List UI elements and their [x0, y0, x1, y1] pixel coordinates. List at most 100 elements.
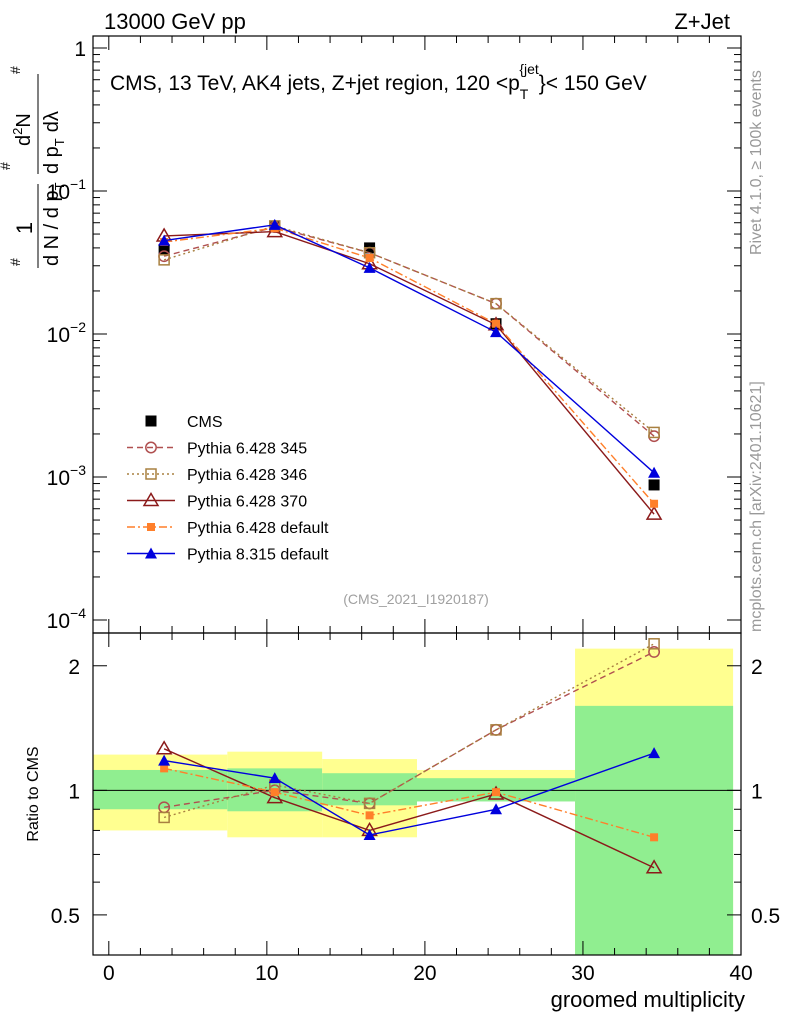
- ratio-x-tick-label: 20: [413, 962, 436, 985]
- ratio-line: [163, 643, 655, 819]
- header-left: 13000 GeV pp: [104, 9, 246, 34]
- legend-label: Pythia 6.428 345: [187, 441, 307, 458]
- ratio-point: [648, 747, 661, 759]
- svg-text:#: #: [7, 66, 23, 74]
- legend-marker: [145, 468, 157, 480]
- band-inner: [93, 769, 228, 810]
- ratio-point: [490, 803, 503, 815]
- ratio-tick-labels: 0.5 0.51 12 20 10 20 30 40: [51, 656, 780, 985]
- legend-marker: [145, 441, 157, 454]
- legend-label: Pythia 6.428 default: [187, 520, 329, 537]
- ratio-series: [155, 638, 663, 874]
- y-axis-label: # 1 d N / d pT # # d2N d pTdλ: [0, 66, 67, 268]
- ratio-point: [160, 764, 169, 773]
- legend-marker: [145, 547, 157, 559]
- data-point: [158, 254, 170, 266]
- data-point: [648, 479, 660, 491]
- ratio-x-tick-label: 30: [571, 962, 594, 985]
- header-right: Z+Jet: [674, 9, 730, 34]
- ratio-y-tick-label-right: 2: [751, 656, 763, 679]
- mcplots-label: mcplots.cern.ch [arXiv:2401.10621]: [748, 381, 765, 632]
- ratio-y-tick-label-right: 0.5: [751, 905, 780, 928]
- data-point: [645, 505, 663, 520]
- legend-marker: [147, 523, 155, 531]
- ratio-y-label: Ratio to CMS: [25, 746, 42, 841]
- ratio-point: [158, 754, 171, 766]
- ratio-point: [155, 740, 173, 755]
- main-plot: 1 10−1 10−2 10−3 10−4 CMS, 13 TeV, AK4 jets,…: [0, 35, 742, 634]
- data-point: [268, 218, 281, 230]
- ratio-x-tick-label: 0: [103, 962, 115, 985]
- data-point: [158, 234, 171, 246]
- svg-text:d pTdλ: d pTdλ: [41, 111, 67, 174]
- ratio-point: [645, 859, 663, 874]
- main-y-tick-label: 10−4: [47, 605, 87, 633]
- legend-entry: Pythia 6.428 370: [127, 492, 307, 511]
- legend-label: Pythia 6.428 346: [187, 467, 307, 484]
- main-series: [155, 218, 663, 520]
- data-point: [492, 319, 501, 328]
- legend-marker: [142, 492, 160, 507]
- legend-label: CMS: [187, 414, 223, 431]
- ratio-x-tick-label: 40: [729, 962, 752, 985]
- main-y-tick-label: 10−2: [47, 319, 87, 347]
- legend-entry: Pythia 6.428 default: [127, 520, 329, 537]
- ratio-point: [363, 828, 376, 840]
- data-point: [490, 326, 503, 338]
- ratio-point: [268, 772, 281, 784]
- data-point: [650, 499, 659, 508]
- ratio-series-4: [158, 747, 661, 840]
- svg-text:d2N: d2N: [10, 113, 35, 146]
- band-inner: [575, 705, 734, 955]
- ratio-y-tick-label-left: 1: [68, 780, 80, 803]
- legend: CMS Pythia 6.428 345 Pythia 6.428 346 Pythi…: [127, 414, 329, 564]
- svg-text:#: #: [0, 162, 13, 170]
- ratio-point: [266, 789, 284, 804]
- series-line: [163, 226, 655, 437]
- svg-text:d N / d pT: d N / d pT: [41, 182, 67, 266]
- rivet-label: Rivet 4.1.0, ≥ 100k events: [748, 70, 765, 255]
- ratio-series-3: [160, 764, 659, 842]
- legend-entry: Pythia 6.428 345: [127, 441, 307, 458]
- data-point: [365, 253, 374, 262]
- ratio-frame: [92, 632, 742, 956]
- ratio-point: [490, 724, 502, 736]
- ratio-y-tick-label-right: 1: [751, 780, 763, 803]
- legend-label: Pythia 6.428 370: [187, 494, 307, 511]
- ratio-point: [158, 811, 170, 824]
- ratio-plot: 0.5 0.51 12 20 10 20 30 40 Ratio to CMS groomed…: [25, 632, 780, 1012]
- data-point: [648, 426, 660, 439]
- ratio-point: [648, 638, 660, 650]
- main-y-tick-labels: 1 10−1 10−2 10−3 10−4: [47, 38, 87, 633]
- main-y-tick-label: 10−3: [47, 462, 87, 490]
- ratio-y-tick-label-left: 2: [68, 656, 80, 679]
- svg-text:1: 1: [12, 222, 37, 234]
- ratio-point: [650, 833, 659, 842]
- main-y-tick-label: 10−1: [47, 176, 87, 204]
- analysis-id: (CMS_2021_I1920187): [343, 591, 489, 607]
- data-point: [648, 466, 661, 478]
- data-point: [158, 243, 170, 255]
- series-5: [158, 218, 661, 478]
- legend-entry: Pythia 6.428 346: [127, 467, 307, 484]
- legend-marker: [145, 415, 157, 427]
- ratio-point: [270, 788, 279, 797]
- legend-label: Pythia 8.315 default: [187, 547, 329, 564]
- band-inner: [322, 773, 417, 806]
- main-title: CMS, 13 TeV, AK4 jets, Z+jet region, 120…: [110, 61, 647, 102]
- ratio-point: [365, 811, 374, 820]
- ratio-y-tick-label-left: 0.5: [51, 905, 80, 928]
- legend-entry: CMS: [145, 414, 223, 431]
- legend-entry: Pythia 8.315 default: [127, 547, 329, 564]
- ratio-point: [363, 797, 376, 810]
- data-point: [490, 297, 502, 310]
- x-axis-label: groomed multiplicity: [551, 987, 745, 1012]
- data-point: [363, 261, 376, 273]
- ratio-point: [492, 788, 501, 797]
- main-axis-ticks: [93, 36, 742, 633]
- main-y-tick-label: 1: [74, 38, 86, 61]
- ratio-x-tick-label: 10: [255, 962, 278, 985]
- ratio-point: [648, 645, 661, 658]
